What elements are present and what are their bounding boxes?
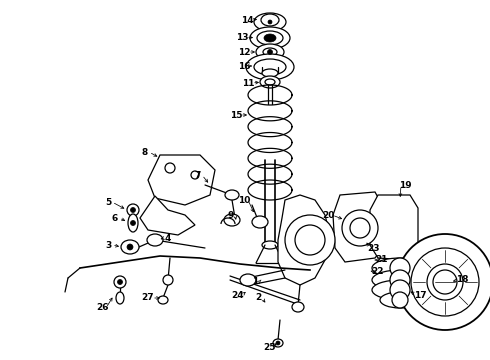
Text: 13: 13 [236,32,248,41]
Ellipse shape [264,34,276,42]
Ellipse shape [246,54,294,80]
Circle shape [163,275,173,285]
Ellipse shape [121,240,139,254]
Polygon shape [333,192,385,262]
Text: 11: 11 [242,78,254,87]
Circle shape [276,341,280,345]
Text: 12: 12 [238,48,250,57]
Circle shape [130,207,136,212]
Circle shape [130,220,136,225]
Circle shape [350,218,370,238]
Text: 3: 3 [105,240,111,249]
Ellipse shape [240,274,256,286]
Ellipse shape [128,214,138,232]
Text: 6: 6 [112,213,118,222]
Ellipse shape [116,292,124,304]
Ellipse shape [260,76,280,88]
Circle shape [285,215,335,265]
Text: 17: 17 [414,291,426,300]
Circle shape [433,270,457,294]
Circle shape [390,270,410,290]
Ellipse shape [256,44,284,60]
Circle shape [114,276,126,288]
Ellipse shape [263,48,277,56]
Ellipse shape [261,14,279,26]
Ellipse shape [265,79,275,85]
Text: 22: 22 [372,267,384,276]
Circle shape [397,234,490,330]
Ellipse shape [273,339,283,347]
Circle shape [427,264,463,300]
Text: 8: 8 [142,148,148,157]
Text: 2: 2 [255,293,261,302]
Text: 4: 4 [165,234,171,243]
Text: 24: 24 [232,291,245,300]
Circle shape [268,50,272,54]
Ellipse shape [224,214,240,226]
Ellipse shape [262,241,278,249]
Ellipse shape [250,27,290,49]
Text: 20: 20 [322,211,334,220]
Circle shape [411,248,479,316]
Text: 21: 21 [376,256,388,265]
Circle shape [390,258,410,278]
Ellipse shape [262,69,278,77]
Text: 19: 19 [399,180,411,189]
Text: 14: 14 [241,15,253,24]
Text: 9: 9 [228,211,234,220]
Text: 26: 26 [96,303,108,312]
Text: 18: 18 [456,275,468,284]
Ellipse shape [254,59,286,75]
Circle shape [127,244,133,250]
Ellipse shape [372,258,428,278]
Circle shape [390,280,410,300]
Text: 10: 10 [238,195,250,204]
Ellipse shape [257,31,283,45]
Text: 25: 25 [264,343,276,352]
Circle shape [295,225,325,255]
Polygon shape [148,155,215,205]
Circle shape [191,171,199,179]
Text: 5: 5 [105,198,111,207]
Text: 1: 1 [252,278,258,287]
Circle shape [165,163,175,173]
Ellipse shape [158,296,168,304]
Circle shape [268,20,272,24]
Text: 16: 16 [238,62,250,71]
Circle shape [342,210,378,246]
Ellipse shape [372,270,428,290]
Text: 27: 27 [142,293,154,302]
Ellipse shape [252,216,268,228]
Circle shape [118,279,122,284]
Ellipse shape [147,234,163,246]
Text: 23: 23 [368,243,380,252]
Ellipse shape [372,280,428,300]
Ellipse shape [225,190,239,200]
Text: 7: 7 [195,171,201,180]
Polygon shape [278,195,330,285]
Circle shape [437,274,453,290]
Ellipse shape [254,13,286,31]
Circle shape [127,204,139,216]
Ellipse shape [380,292,420,308]
Text: 15: 15 [230,111,242,120]
Ellipse shape [292,302,304,312]
Polygon shape [370,195,418,260]
Polygon shape [140,196,195,235]
Circle shape [392,292,408,308]
